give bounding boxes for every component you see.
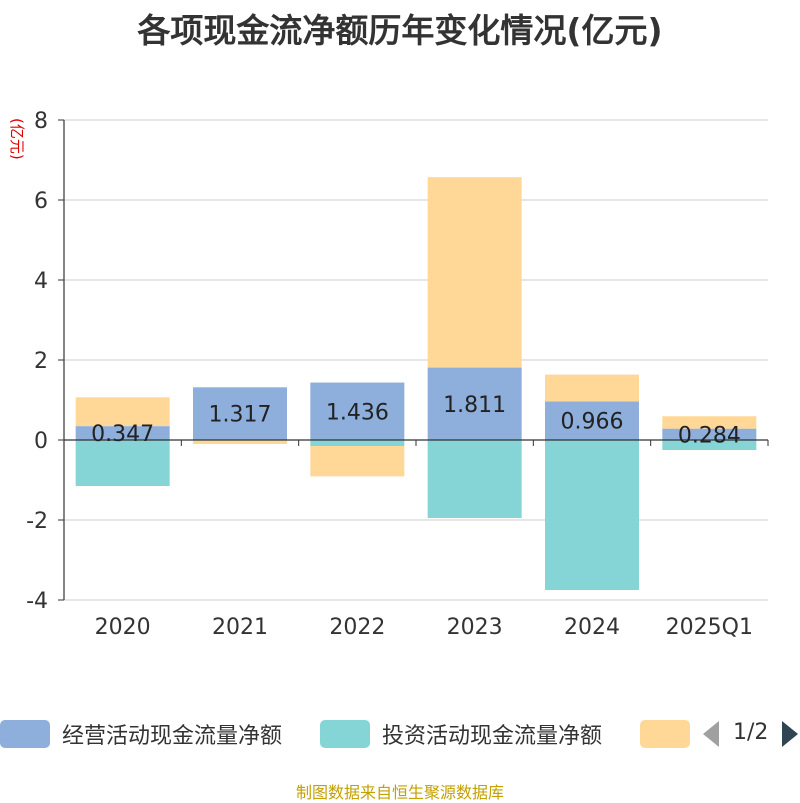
bar-operating [310, 382, 405, 440]
data-label: 0.347 [91, 422, 154, 447]
legend-label: 经营活动现金流量净额 [62, 724, 283, 749]
bar-investing [310, 440, 405, 446]
bar-operating [75, 426, 170, 440]
x-tick-label: 2022 [329, 615, 385, 640]
data-label: 1.436 [326, 400, 389, 425]
bar-investing [75, 440, 170, 486]
data-label: 0.966 [561, 410, 624, 435]
bar-financing [75, 397, 170, 427]
bar-operating [545, 401, 639, 440]
bar-operating [662, 428, 757, 440]
bar-operating [427, 367, 522, 440]
bar-financing [427, 177, 522, 368]
bar-financing [662, 416, 757, 429]
x-tick-label: 2024 [564, 615, 620, 640]
bar-investing [427, 440, 522, 518]
bar-operating [193, 387, 287, 440]
y-tick-label: 8 [34, 109, 48, 134]
bar-financing [310, 446, 405, 477]
y-tick-label: -2 [26, 509, 48, 534]
chevron-right-icon[interactable] [782, 721, 798, 747]
y-tick-label: 4 [34, 269, 48, 294]
y-tick-label: 0 [34, 429, 48, 454]
y-tick-label: 2 [34, 349, 48, 374]
chart-title: 各项现金流净额历年变化情况(亿元) [137, 11, 663, 50]
y-tick-label: 6 [34, 189, 48, 214]
legend-item-operating[interactable]: 经营活动现金流量净额 [0, 716, 282, 752]
data-label: 0.284 [678, 423, 741, 448]
x-tick-label: 2023 [447, 615, 503, 640]
data-label: 1.317 [209, 403, 272, 428]
data-source-note: 制图数据来自恒生聚源数据库 [295, 783, 504, 802]
bar-investing [545, 440, 639, 590]
y-axis-label: (亿元) [8, 118, 26, 160]
x-tick-label: 2025Q1 [666, 615, 753, 640]
x-tick-label: 2021 [212, 615, 268, 640]
chevron-left-icon[interactable] [703, 721, 719, 747]
legend-label: 投资活动现金流量净额 [382, 724, 603, 749]
x-tick-label: 2020 [95, 615, 151, 640]
legend-item-investing[interactable]: 投资活动现金流量净额 [320, 716, 602, 752]
legend-swatch [0, 720, 50, 748]
legend-page-indicator: 1/2 [733, 720, 769, 745]
bar-financing [545, 374, 639, 402]
legend-swatch [640, 720, 690, 748]
legend-swatch [320, 720, 370, 748]
data-label: 1.811 [443, 393, 506, 418]
bar-investing [662, 440, 757, 450]
legend-item-financing[interactable] [640, 716, 690, 752]
legend-pager: 1/2 [700, 716, 800, 752]
bar-financing [193, 440, 287, 444]
y-tick-label: -4 [26, 589, 48, 614]
